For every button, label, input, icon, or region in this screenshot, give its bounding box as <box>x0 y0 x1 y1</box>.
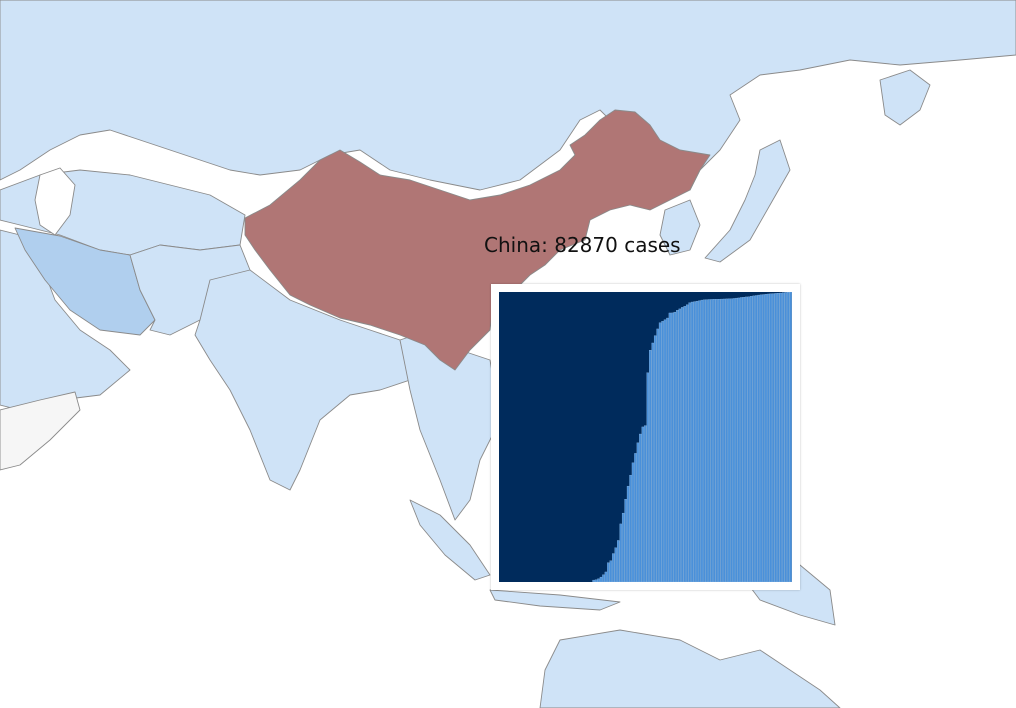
caspian-sea <box>34 167 76 236</box>
chart-bar <box>639 433 642 582</box>
chart-bar <box>690 301 694 582</box>
chart-bar <box>646 372 649 582</box>
chart-bar <box>663 319 667 582</box>
country-iran[interactable] <box>14 227 156 336</box>
chart-bar <box>727 298 731 582</box>
tooltip-chart <box>491 284 800 590</box>
chart-bar <box>609 560 613 582</box>
chart-bar <box>594 579 598 582</box>
chart-bar <box>713 299 716 582</box>
country-japan[interactable] <box>704 139 791 263</box>
chart-bar <box>735 297 738 582</box>
chart-bar <box>592 579 595 582</box>
chart-bar <box>747 296 750 582</box>
chart-bar <box>666 317 669 582</box>
chart-bar <box>695 300 699 582</box>
chart-bar <box>612 553 615 582</box>
chart-bar <box>624 499 627 582</box>
region-korea[interactable] <box>659 199 701 256</box>
chart-bar <box>705 299 709 582</box>
chart-bar <box>634 453 637 582</box>
region-java[interactable] <box>489 589 621 611</box>
chart-bar <box>749 296 753 582</box>
chart-bar <box>614 547 617 582</box>
chart-bar <box>671 312 674 582</box>
chart-bar <box>644 425 647 582</box>
chart-bar <box>604 571 608 582</box>
region-sumatra[interactable] <box>409 499 491 581</box>
chart-bar <box>762 294 765 582</box>
chart-bar <box>752 295 755 582</box>
chart-bar <box>725 298 728 582</box>
chart-bar <box>651 342 654 582</box>
chart-bar <box>681 307 684 582</box>
tooltip-label: China: 82870 cases <box>484 233 681 257</box>
region-arabia-south[interactable] <box>0 391 81 471</box>
chart-bar <box>730 298 733 582</box>
chart-bar <box>683 306 686 582</box>
chart-bar <box>619 523 622 582</box>
chart-bar <box>774 293 778 582</box>
chart-bar <box>685 304 689 582</box>
chart-bar <box>656 328 659 582</box>
chart-bar <box>754 295 758 582</box>
chart-bar <box>720 298 723 582</box>
chart-bar <box>676 310 679 582</box>
chart-bar <box>678 308 682 582</box>
chart-bar <box>789 292 792 582</box>
chart-bar <box>703 299 706 582</box>
chart-bar <box>781 292 785 582</box>
region-australia[interactable] <box>539 629 841 708</box>
chart-bar <box>710 299 714 582</box>
chart-bar <box>786 292 790 582</box>
chart-bar <box>745 296 748 582</box>
chart-bar <box>722 298 726 582</box>
chart-bar <box>617 540 620 582</box>
chart-bar <box>653 335 657 582</box>
chart-bar <box>688 302 691 582</box>
chart-bar <box>740 297 743 582</box>
chart-bar <box>658 322 662 582</box>
chart-bar <box>715 299 718 582</box>
chart-bar <box>698 300 701 582</box>
chart-bar <box>779 292 782 582</box>
region-russia[interactable] <box>0 0 1016 191</box>
chart-bar <box>668 312 672 582</box>
chart-bar <box>700 299 704 582</box>
chart-bar <box>757 294 760 582</box>
chart-bar <box>673 311 677 582</box>
chart-bar <box>737 297 741 582</box>
chart-bar <box>631 462 635 582</box>
chart-bar <box>767 293 770 582</box>
chart-bar <box>777 293 780 582</box>
chart-bar <box>693 301 696 582</box>
chart-bar <box>784 292 787 582</box>
chart-bar <box>649 350 652 582</box>
cases-chart <box>499 292 792 582</box>
chart-bar <box>629 474 632 582</box>
chart-bar <box>772 293 775 582</box>
chart-bar <box>717 299 721 582</box>
chart-bar <box>759 294 763 582</box>
chart-bar <box>602 574 605 582</box>
chart-bar <box>769 293 773 582</box>
country-india[interactable] <box>194 269 411 491</box>
chart-bar <box>764 294 768 582</box>
chart-bar <box>626 485 630 582</box>
chart-bar <box>708 299 711 582</box>
country-china[interactable] <box>244 109 711 371</box>
chart-bar <box>621 512 625 582</box>
chart-bar <box>599 576 603 582</box>
chart-bar <box>742 297 746 582</box>
chart-bar <box>661 321 664 582</box>
region-kamchatka[interactable] <box>879 69 931 126</box>
chart-bar <box>607 562 610 582</box>
chart-bar <box>641 426 645 582</box>
chart-bar <box>597 578 600 582</box>
chart-bar <box>636 442 640 582</box>
chart-bar <box>732 298 736 582</box>
